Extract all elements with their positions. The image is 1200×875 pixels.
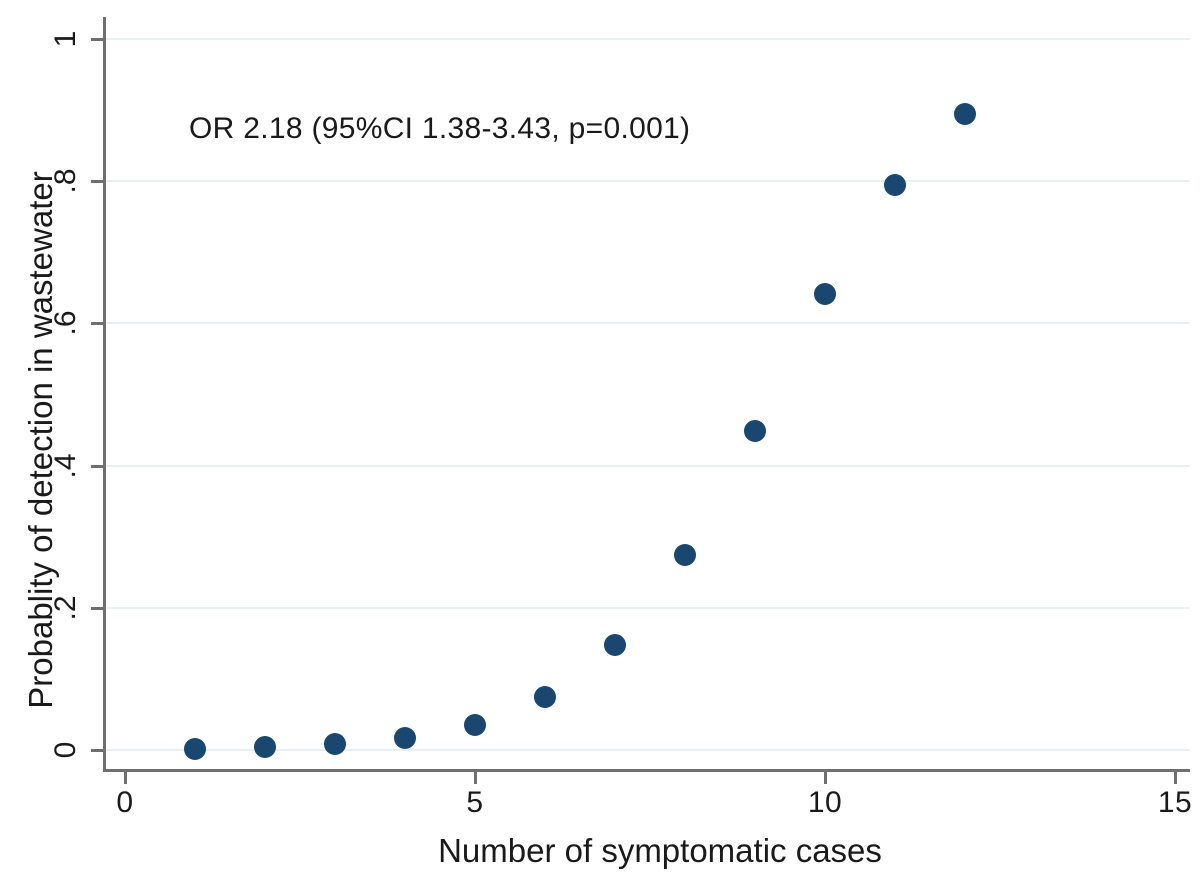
y-tick-.6 [91, 322, 103, 326]
x-tick-5 [474, 772, 477, 784]
y-tick-label-.4: .4 [49, 453, 82, 479]
data-point-x10 [814, 282, 836, 305]
data-point-x2 [254, 736, 276, 759]
x-tick-label-10: 10 [807, 786, 843, 819]
gridline-y-.8 [106, 180, 1190, 183]
y-tick-label-.2: .2 [49, 595, 82, 621]
data-point-x6 [534, 686, 556, 709]
data-point-x7 [604, 633, 626, 656]
x-tick-10 [824, 772, 827, 784]
gridline-y-.4 [106, 464, 1190, 467]
x-tick-15 [1174, 772, 1177, 784]
x-tick-label-5: 5 [466, 786, 484, 819]
y-axis-spine [103, 17, 106, 772]
gridline-y-1 [106, 38, 1190, 40]
y-tick-.2 [91, 606, 103, 610]
x-axis-spine [103, 769, 1190, 772]
gridline-y-.6 [106, 322, 1190, 325]
annotation-or-text: OR 2.18 (95%CI 1.38-3.43, p=0.001) [189, 112, 691, 145]
data-point-x8 [674, 544, 696, 567]
x-tick-label-0: 0 [116, 786, 134, 819]
y-tick-label-.8: .8 [49, 168, 82, 194]
y-tick-1 [91, 38, 103, 41]
data-point-x12 [954, 103, 976, 126]
y-tick-label-1: 1 [49, 30, 82, 48]
y-tick-0 [91, 749, 103, 752]
data-point-x9 [744, 419, 766, 442]
y-tick-.4 [91, 464, 103, 468]
x-tick-label-15: 15 [1157, 786, 1193, 819]
data-point-x1 [184, 737, 206, 760]
data-point-x4 [394, 726, 416, 749]
x-axis-title: Number of symptomatic cases [438, 832, 882, 869]
y-tick-label-.6: .6 [49, 310, 82, 336]
data-point-x3 [324, 733, 346, 756]
data-point-x11 [884, 173, 906, 196]
x-tick-0 [124, 772, 127, 784]
y-tick-.8 [91, 180, 103, 184]
gridline-y-.2 [106, 606, 1190, 609]
data-point-x5 [464, 714, 486, 737]
